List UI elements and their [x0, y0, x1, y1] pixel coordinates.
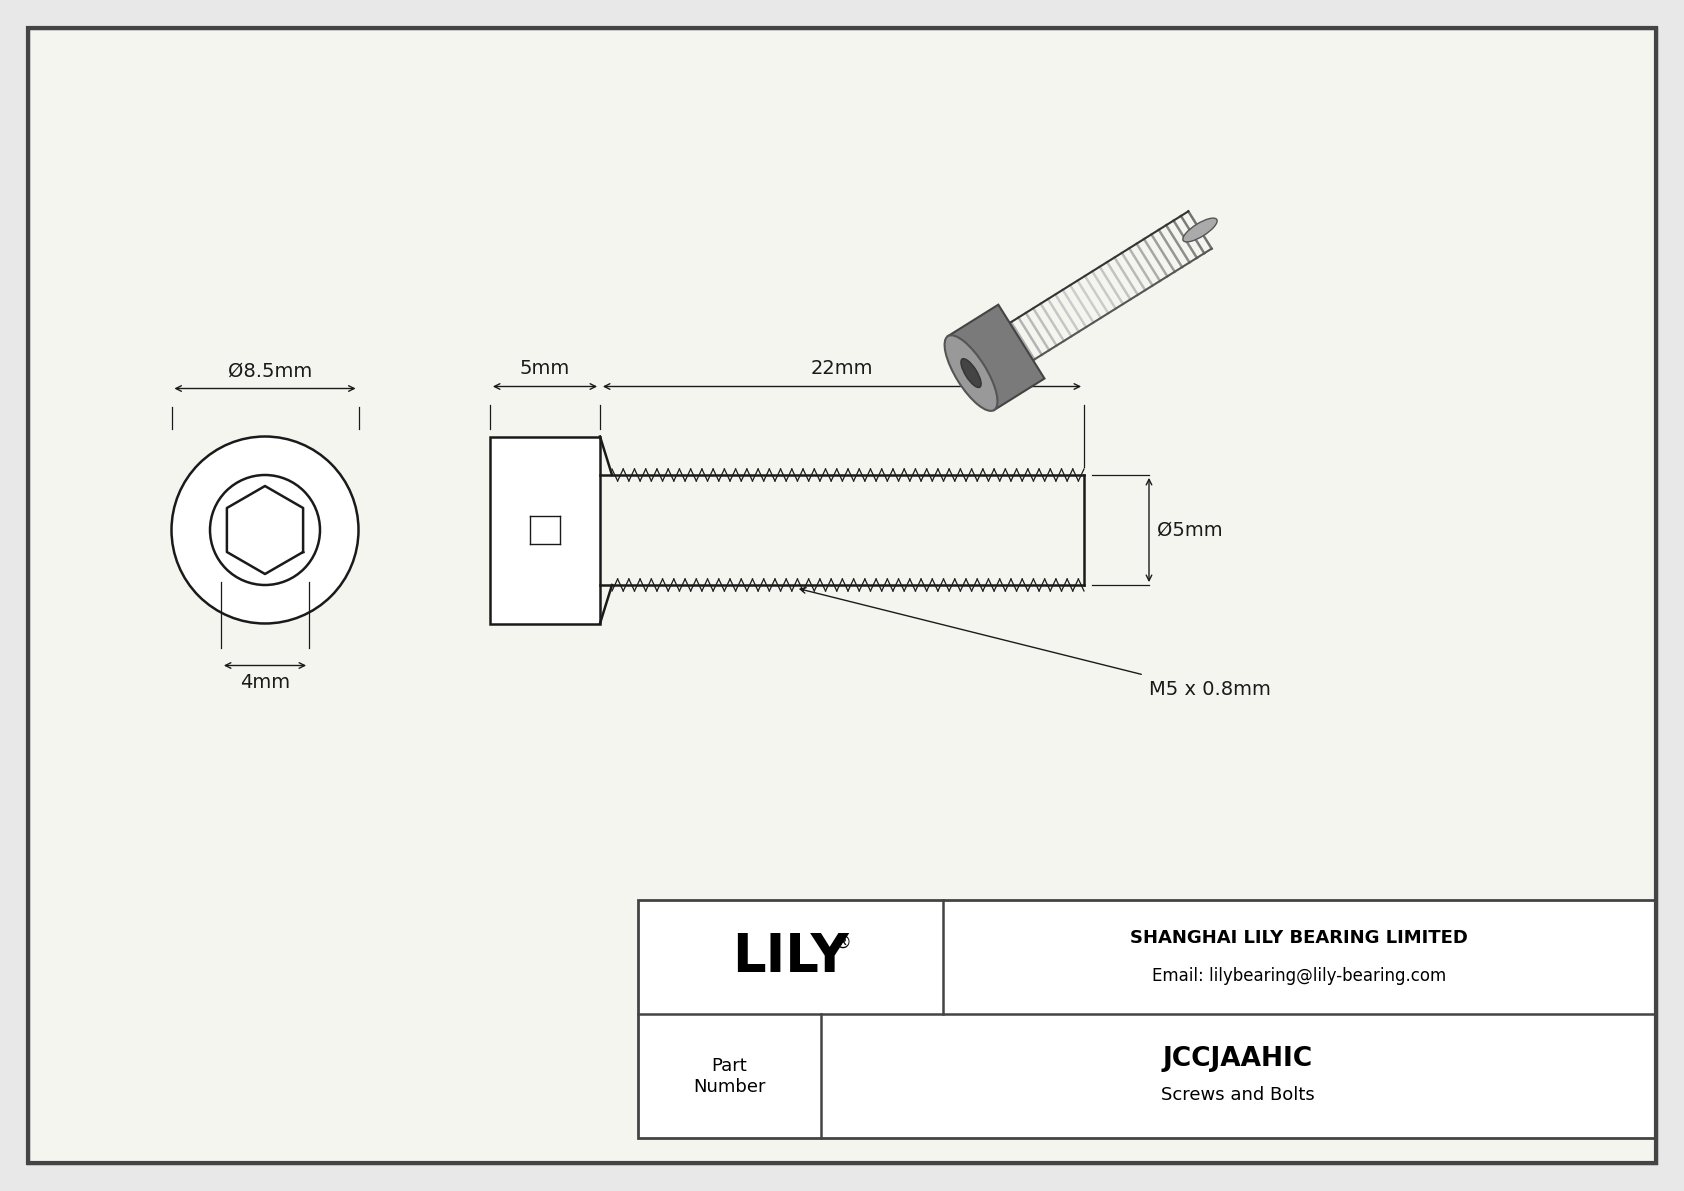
Text: Part
Number: Part Number	[694, 1056, 766, 1096]
Text: 22mm: 22mm	[810, 360, 874, 379]
Text: Screws and Bolts: Screws and Bolts	[1162, 1086, 1315, 1104]
Ellipse shape	[962, 358, 982, 387]
Polygon shape	[948, 305, 1044, 410]
Text: 5mm: 5mm	[520, 360, 571, 379]
Text: Ø5mm: Ø5mm	[1157, 520, 1223, 540]
Text: M5 x 0.8mm: M5 x 0.8mm	[1148, 680, 1271, 699]
Bar	[638, 900, 1655, 1137]
Circle shape	[172, 436, 359, 624]
Text: LILY: LILY	[733, 931, 849, 983]
Text: Email: lilybearing@lily-bearing.com: Email: lilybearing@lily-bearing.com	[1152, 967, 1447, 985]
Text: SHANGHAI LILY BEARING LIMITED: SHANGHAI LILY BEARING LIMITED	[1130, 929, 1468, 947]
Text: ®: ®	[834, 934, 852, 952]
Circle shape	[210, 475, 320, 585]
Bar	[490, 436, 600, 624]
Text: 4mm: 4mm	[239, 673, 290, 692]
Ellipse shape	[1182, 218, 1218, 242]
Ellipse shape	[945, 335, 997, 411]
Text: JCCJAAHIC: JCCJAAHIC	[1164, 1047, 1314, 1072]
Text: Ø8.5mm: Ø8.5mm	[227, 362, 312, 380]
